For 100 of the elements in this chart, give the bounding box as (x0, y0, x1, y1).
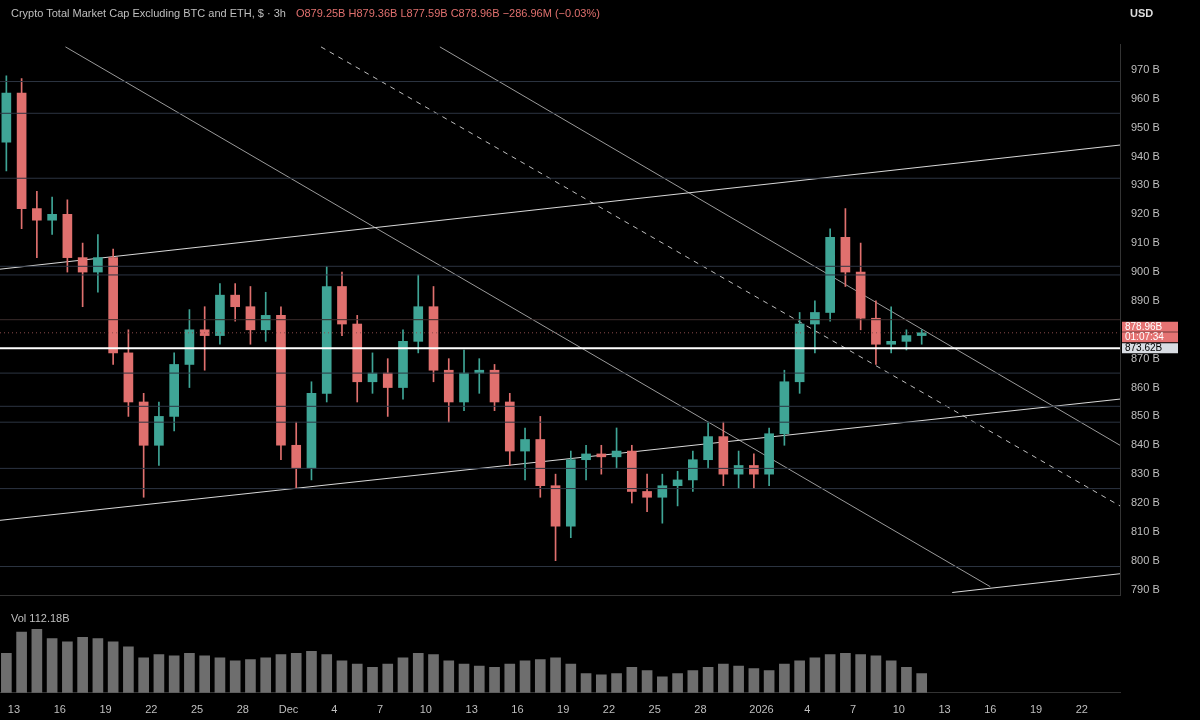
bar (77, 636, 88, 693)
candlestick (916, 329, 927, 345)
candlestick (199, 306, 210, 371)
candlestick (47, 196, 57, 235)
bar (702, 666, 714, 693)
bar (855, 654, 866, 693)
bar (763, 670, 775, 693)
bar (840, 652, 851, 693)
x-tick-label: 10 (892, 703, 905, 716)
bar (641, 670, 653, 693)
y-tick-label: 930 B (1131, 178, 1160, 191)
chart-title: Vol 112.18B (11, 612, 70, 624)
x-tick-label: 16 (53, 703, 66, 716)
x-tick-label: 28 (236, 703, 249, 716)
bar (779, 663, 790, 693)
candlestick (581, 444, 591, 481)
bar (16, 631, 27, 693)
bar (672, 673, 683, 693)
x-tick-label: 19 (557, 703, 570, 716)
bar (184, 652, 195, 693)
bar (153, 654, 165, 693)
candlestick (520, 427, 530, 481)
x-tick-label: 28 (694, 703, 707, 716)
y-tick-label: 830 B (1131, 467, 1160, 480)
y-axis-title: USD (1130, 7, 1154, 20)
chart-title: Crypto Total Market Cap Excluding BTC and ETH, $ · 3h (11, 7, 286, 19)
y-tick-label: 950 B (1131, 120, 1160, 133)
bar (321, 654, 333, 693)
candlestick (642, 473, 652, 513)
bar (351, 663, 363, 693)
y-tick-label: 920 B (1131, 207, 1160, 220)
bar (260, 657, 272, 693)
bar (62, 641, 73, 693)
x-tick-label: 13 (7, 703, 21, 716)
y-tick-label: 790 B (1131, 582, 1160, 595)
y-tick-label: 900 B (1131, 265, 1160, 278)
bar (458, 663, 470, 693)
bar (1, 652, 12, 693)
x-tick-label: 7 (849, 703, 857, 716)
bar (92, 638, 104, 693)
bar (46, 638, 58, 693)
y-tick-label: 940 B (1131, 149, 1160, 162)
bar (123, 646, 134, 693)
bar (916, 673, 928, 693)
bar (550, 657, 561, 693)
bar (687, 670, 699, 693)
y-tick-label: 820 B (1131, 496, 1160, 509)
x-tick-label: 25 (190, 703, 204, 716)
bar (901, 666, 912, 693)
x-tick-label: 16 (984, 703, 997, 716)
bar (748, 668, 760, 693)
bar (367, 666, 378, 693)
x-tick-label: 7 (377, 703, 384, 716)
candlestick (886, 306, 896, 354)
bar (428, 654, 439, 693)
bar (626, 666, 638, 693)
bar (809, 657, 821, 693)
bar (870, 655, 882, 693)
bar (885, 660, 897, 693)
bar (580, 673, 592, 693)
x-tick-label: 25 (648, 703, 661, 716)
bar (519, 660, 531, 693)
bar (275, 654, 287, 693)
x-tick-label: 10 (419, 703, 432, 716)
x-tick-label: 4 (331, 703, 338, 716)
x-tick-label: 4 (804, 703, 811, 716)
bar (336, 660, 348, 693)
y-tick-label: 840 B (1131, 438, 1160, 451)
x-tick-label: 19 (1029, 703, 1043, 716)
x-tick-label: 22 (602, 703, 616, 716)
y-tick-label: 850 B (1131, 409, 1160, 422)
bar (138, 657, 149, 693)
bar (794, 660, 805, 693)
bar (245, 659, 256, 693)
bar (504, 663, 516, 693)
bar (733, 665, 744, 693)
bar (443, 660, 455, 693)
chart-subtitle: O879.25B H879.36B L877.59B C878.96B −286.96M (−0.03%) (295, 7, 600, 19)
x-tick-label: Dec (278, 703, 299, 716)
bar (107, 641, 119, 693)
bar (31, 629, 43, 693)
y-tick-label: 890 B (1131, 293, 1160, 306)
bar (306, 651, 317, 693)
bar (718, 663, 729, 693)
bar (534, 659, 546, 693)
x-tick-label: 13 (938, 703, 951, 716)
x-tick-label: 19 (99, 703, 112, 716)
bar (657, 676, 668, 693)
ref-line-label: 878.96B (1125, 320, 1163, 332)
x-tick-label: 16 (511, 703, 524, 716)
bar (489, 666, 500, 693)
y-tick-label: 800 B (1131, 553, 1160, 566)
bar (565, 663, 577, 693)
y-tick-label: 870 B (1131, 351, 1160, 364)
bar (229, 660, 241, 693)
y-tick-label: 960 B (1131, 91, 1160, 104)
bar (290, 652, 302, 693)
bar (168, 655, 180, 693)
y-tick-label: 810 B (1131, 524, 1160, 537)
ref-line-label: 873.62B (1125, 341, 1163, 353)
